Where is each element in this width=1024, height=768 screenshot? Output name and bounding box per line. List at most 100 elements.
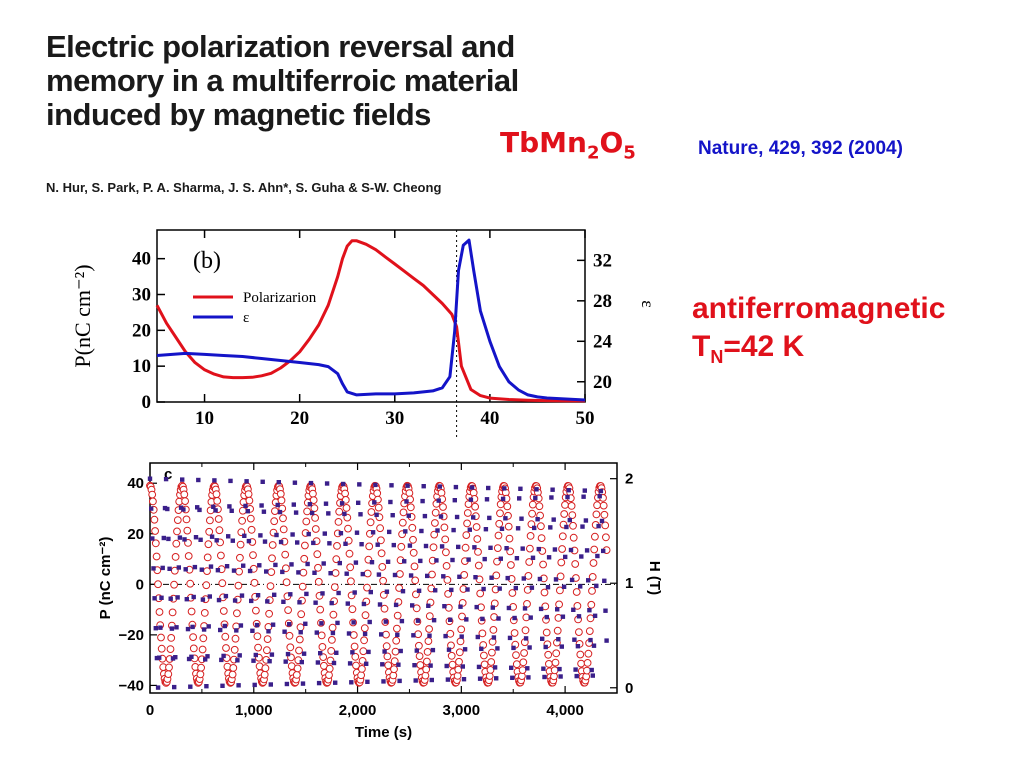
plot-frame-b: [156, 229, 586, 403]
point-field: [589, 667, 594, 673]
point-field: [311, 540, 316, 546]
point-field: [262, 539, 268, 544]
point-polarization: [431, 508, 440, 517]
point-polarization: [350, 642, 359, 651]
point-field: [540, 636, 545, 641]
point-field: [428, 663, 433, 668]
point-polarization: [198, 645, 207, 654]
point-polarization: [234, 581, 243, 590]
point-field: [345, 601, 350, 606]
compound-sub1: 2: [586, 142, 600, 164]
point-polarization: [360, 624, 369, 633]
point-polarization: [164, 670, 173, 679]
point-polarization: [377, 536, 385, 545]
point-polarization: [328, 636, 336, 644]
point-polarization: [421, 671, 430, 680]
point-field: [161, 535, 166, 541]
y-axis-label-c: P (nC cm⁻²): [97, 537, 114, 620]
point-field: [215, 568, 221, 573]
note-line-2: TN=42 K: [692, 328, 945, 376]
point-polarization: [268, 554, 276, 563]
point-field: [545, 585, 551, 590]
point-field: [319, 621, 324, 626]
point-polarization: [196, 670, 205, 679]
point-field: [158, 625, 163, 630]
point-polarization: [319, 653, 328, 662]
journal-reference: Nature, 429, 392 (2004): [698, 138, 903, 159]
point-field: [479, 646, 484, 651]
point-field: [199, 567, 204, 572]
point-polarization: [441, 535, 450, 544]
point-polarization: [448, 660, 457, 669]
point-field: [293, 510, 299, 515]
point-field: [285, 651, 291, 657]
point-field: [517, 496, 522, 501]
y-tick-label-c: −20: [119, 627, 144, 644]
point-field: [488, 545, 493, 550]
point-field: [602, 578, 607, 583]
point-field: [265, 599, 270, 604]
point-field: [278, 539, 284, 545]
point-field: [195, 505, 200, 510]
point-field: [486, 485, 491, 491]
point-field: [528, 615, 533, 620]
point-polarization: [494, 531, 503, 540]
point-field: [473, 575, 478, 580]
series-line-polarization: [155, 239, 585, 403]
point-polarization: [300, 554, 309, 563]
point-field: [584, 548, 590, 553]
point-field: [259, 503, 264, 508]
point-polarization: [457, 625, 466, 634]
point-field: [509, 665, 514, 670]
point-field: [542, 674, 547, 680]
point-field: [521, 576, 526, 581]
point-field: [280, 569, 285, 575]
point-polarization: [345, 549, 354, 558]
point-field: [289, 562, 294, 567]
point-polarization: [250, 578, 259, 587]
point-polarization: [425, 625, 434, 633]
point-field: [174, 625, 179, 630]
chart-b-polarization-epsilon: 10 20 30 40 50 0 10 20 30 40 20 24 28 32 P(nC cm⁻²) ε (b…: [70, 229, 658, 438]
point-polarization: [496, 500, 505, 509]
point-polarization: [376, 524, 385, 533]
point-field: [558, 674, 563, 679]
point-polarization: [423, 648, 432, 656]
point-field: [525, 666, 530, 671]
point-field: [444, 663, 449, 669]
point-field: [333, 680, 338, 685]
point-polarization: [518, 666, 527, 675]
y-tick-label-c: 20: [127, 526, 144, 543]
point-field: [308, 480, 314, 486]
point-polarization: [461, 543, 470, 552]
point-polarization: [396, 570, 404, 578]
point-polarization: [382, 630, 390, 639]
point-field: [410, 603, 415, 608]
y-right-axis-label-b: ε: [638, 300, 658, 308]
point-polarization: [556, 572, 565, 581]
point-field: [412, 663, 417, 668]
point-polarization: [463, 519, 472, 528]
point-polarization: [556, 586, 564, 595]
point-field: [299, 659, 304, 665]
point-polarization: [411, 576, 420, 585]
point-field: [439, 544, 445, 549]
point-polarization: [464, 500, 473, 508]
point-field: [334, 650, 339, 655]
point-polarization: [334, 518, 343, 526]
point-polarization: [359, 647, 368, 656]
point-polarization: [213, 497, 222, 505]
chart-c-polarization-time: 0 1,000 2,000 3,000 4,000 −40 −20 0 20 40 0 1 2 P (nC…: [97, 462, 663, 741]
title-line-1: Electric polarization reversal and: [46, 29, 515, 64]
point-polarization: [405, 489, 414, 497]
point-field: [352, 590, 357, 595]
point-field: [159, 595, 164, 600]
point-field: [328, 571, 333, 576]
point-field: [388, 499, 393, 505]
point-polarization: [231, 634, 240, 643]
point-polarization: [276, 490, 285, 498]
point-polarization: [586, 614, 595, 623]
point-field: [320, 591, 325, 596]
point-field: [155, 685, 161, 690]
point-field: [443, 633, 448, 639]
